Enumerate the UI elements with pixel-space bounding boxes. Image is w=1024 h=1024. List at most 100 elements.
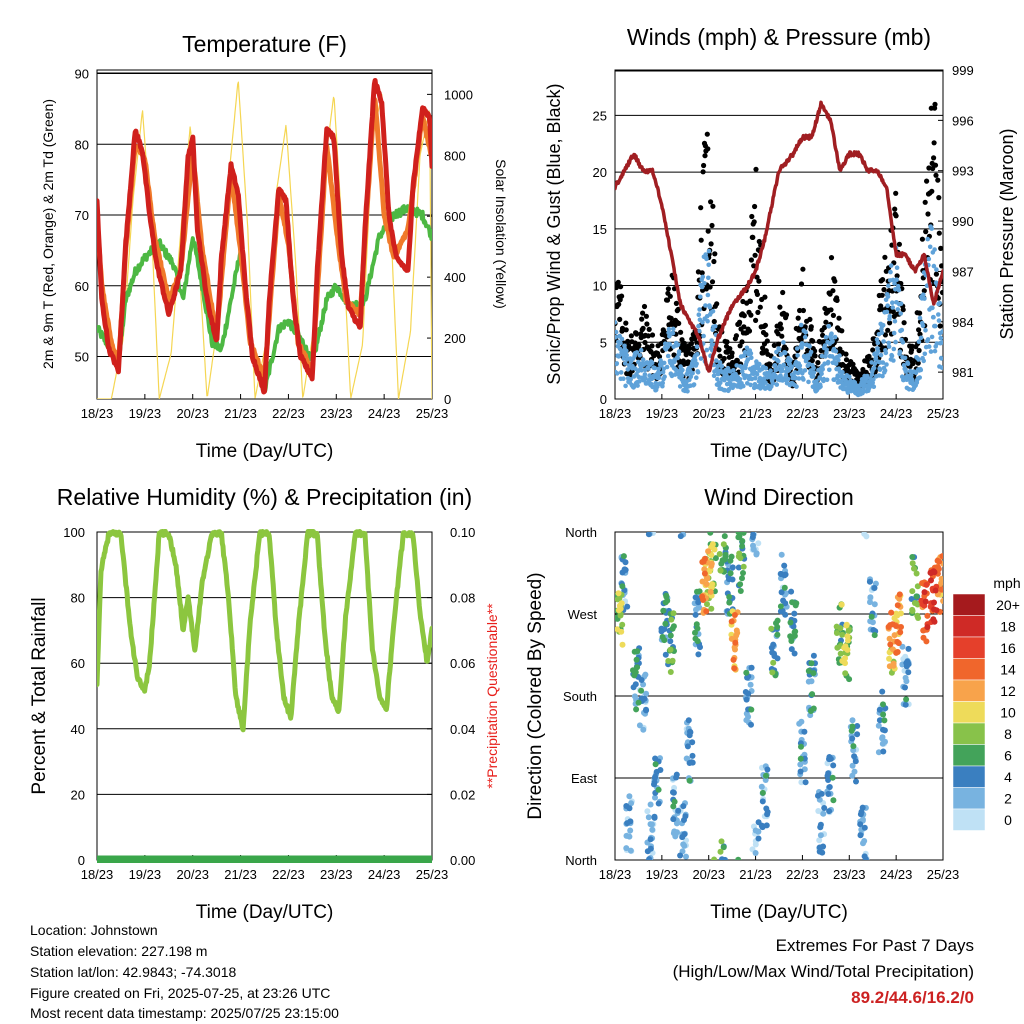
direction-point (735, 534, 742, 541)
wind-point (646, 366, 651, 371)
wind-point (938, 335, 943, 341)
direction-point (619, 583, 626, 590)
gust-point (892, 206, 898, 212)
gust-point (866, 353, 872, 359)
wind-point (696, 323, 701, 329)
direction-point (759, 798, 766, 805)
wind-point (637, 353, 643, 358)
direction-point (778, 589, 785, 596)
wind-point (880, 373, 885, 379)
wind-point (888, 263, 894, 268)
direction-point (886, 635, 893, 642)
direction-point (763, 772, 769, 779)
wind-point (922, 296, 927, 301)
gust-point (775, 331, 781, 337)
direction-point (707, 532, 714, 536)
gust-point (802, 324, 808, 330)
direction-point (680, 841, 687, 848)
winds-x-tick-label: 19/23 (646, 406, 679, 421)
direction-point (857, 821, 864, 828)
direction-y-tick-label: North (565, 525, 597, 540)
wind-point (930, 305, 935, 311)
direction-point (728, 618, 735, 625)
wind-point (763, 365, 769, 371)
wind-point (697, 307, 702, 312)
gust-point (639, 316, 645, 322)
colorbar-swatch (952, 701, 986, 724)
wind-point (785, 376, 791, 382)
humidity-x-tick-label: 21/23 (224, 867, 257, 882)
wind-point (819, 371, 824, 377)
wind-point (717, 360, 723, 365)
colorbar-swatch (952, 658, 986, 681)
wind-point (939, 365, 943, 370)
direction-point (817, 824, 824, 831)
wind-point (873, 355, 879, 361)
direction-point (909, 588, 916, 595)
temperature-y-tick-label: 80 (75, 137, 89, 152)
wind-point (928, 349, 934, 354)
direction-point (805, 678, 812, 685)
gust-point (767, 361, 773, 367)
direction-point (928, 577, 934, 584)
temperature-plot-area (97, 78, 432, 399)
wind-point (778, 352, 784, 357)
direction-point (802, 779, 809, 786)
wind-point (624, 348, 629, 354)
wind-point (615, 329, 619, 335)
direction-point (727, 570, 734, 577)
direction-x-tick-label: 18/23 (599, 867, 632, 882)
direction-point (899, 643, 906, 650)
gust-point (777, 304, 783, 310)
temperature-x-tick-label: 25/23 (416, 406, 449, 421)
direction-point (843, 622, 850, 629)
direction-point (658, 628, 665, 635)
direction-point (616, 602, 623, 609)
wind-point (649, 360, 655, 366)
temperature-y2-tick-label: 1000 (444, 87, 473, 102)
wind-point (781, 340, 786, 345)
direction-point (890, 662, 897, 669)
direction-point (894, 638, 901, 645)
direction-plot-area (615, 532, 943, 860)
direction-point (826, 808, 833, 815)
direction-point (733, 627, 740, 634)
direction-point (652, 761, 659, 768)
gust-point (749, 213, 755, 220)
direction-point (662, 620, 669, 627)
direction-point (729, 564, 736, 571)
wind-point (892, 318, 898, 324)
gust-point (708, 241, 714, 247)
direction-point (809, 691, 816, 698)
wind-point (704, 347, 710, 353)
direction-y-tick-label: South (563, 689, 597, 704)
wind-point (829, 331, 834, 337)
wind-point (918, 335, 924, 341)
direction-point (826, 784, 833, 790)
gust-point (923, 229, 929, 235)
gust-point (756, 278, 762, 284)
direction-point (905, 669, 912, 676)
direction-point (924, 624, 931, 631)
wind-point (770, 381, 776, 386)
direction-point (647, 836, 654, 843)
wind-point (916, 357, 921, 362)
gust-point (710, 203, 716, 209)
direction-point (801, 728, 808, 735)
direction-point (787, 619, 794, 626)
direction-point (700, 597, 707, 603)
direction-point (923, 638, 930, 645)
temperature-y2-tick-label: 800 (444, 148, 466, 163)
wind-point (794, 346, 800, 351)
wind-point (616, 353, 622, 359)
direction-point (718, 838, 725, 845)
wind-series (615, 224, 943, 398)
colorbar-label: 6 (1004, 748, 1012, 764)
colorbar-label: 14 (1000, 662, 1016, 678)
humidity-y-tick-label: 20 (71, 787, 85, 802)
direction-point (845, 628, 852, 635)
gust-point (664, 297, 671, 303)
gust-point (699, 270, 705, 276)
direction-point (651, 775, 658, 781)
wind-point (690, 370, 695, 376)
